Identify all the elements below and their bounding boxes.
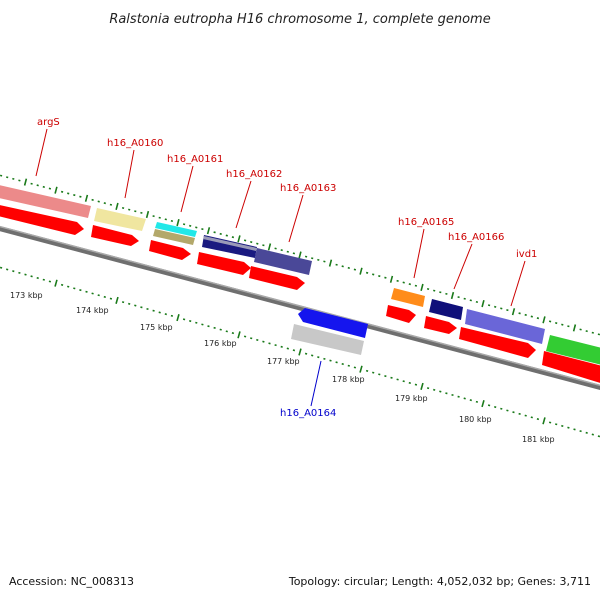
cds-arrow-h16-A0160 [91, 225, 139, 246]
gene-label-h16-A0160: h16_A0160 [107, 138, 163, 149]
gene-box-h16-A0164-shadow [291, 324, 364, 355]
ruler-tick-track [0, 266, 600, 438]
outer-track-major-tick [420, 283, 424, 291]
leader-h16-A0165 [413, 228, 425, 279]
gene-label-h16-A0163: h16_A0163 [280, 183, 336, 194]
ruler-major-tick [176, 314, 180, 322]
cds-arrow-h16-A0163 [249, 266, 305, 290]
gene-box-h16-A0161 [155, 222, 197, 237]
sequence-backbone [0, 225, 600, 390]
ruler-major-tick [237, 331, 241, 339]
gene-box-h16-A0165 [391, 288, 425, 307]
gene-label-h16-A0162: h16_A0162 [226, 169, 282, 180]
gene-box-h16-A0166 [429, 299, 463, 320]
ruler-label-177: 177 kbp [267, 357, 300, 366]
ruler-major-tick [115, 296, 119, 304]
outer-track-major-tick [389, 275, 394, 283]
outer-track-major-tick [145, 210, 150, 219]
gene-label-argS: argS [37, 117, 60, 128]
leader-h16-A0166 [453, 243, 473, 290]
ruler-major-tick [298, 348, 302, 356]
ruler-major-tick [54, 279, 58, 287]
outer-track-major-tick [267, 243, 272, 251]
cds-arrow-next [542, 351, 600, 383]
cds-arrow-argS [0, 205, 84, 235]
gene-box-argS [0, 185, 91, 218]
outer-track-major-tick [572, 324, 577, 332]
gene-label-h16-A0165: h16_A0165 [398, 217, 454, 228]
ruler-label-175: 175 kbp [140, 323, 173, 332]
outer-track-major-tick [542, 316, 546, 324]
leader-h16-A0161 [180, 165, 194, 213]
outer-track-major-tick [450, 291, 455, 300]
cds-arrow-h16-A0166 [424, 316, 457, 334]
ruler-label-174: 174 kbp [76, 306, 109, 315]
outer-track-major-tick [511, 308, 516, 316]
gene-box-h16-A0163 [254, 248, 312, 275]
leader-h16-A0164 [310, 360, 322, 407]
outer-tick-track [0, 174, 600, 336]
outer-track-major-tick [359, 267, 363, 275]
leader-h16-A0160 [124, 149, 135, 199]
ruler-label-181: 181 kbp [522, 435, 555, 444]
label-leaders [35, 128, 526, 407]
gene-box-h16-A0162-stripe [203, 236, 257, 251]
cds-track-forward [0, 205, 600, 383]
gene-arrow-h16-A0164 [298, 308, 368, 338]
ruler-labels: 173 kbp 174 kbp 175 kbp 176 kbp 177 kbp … [10, 291, 555, 444]
leader-ivd1 [510, 260, 526, 307]
outer-track-major-tick [23, 178, 28, 186]
gene-label-ivd1: ivd1 [516, 249, 537, 260]
outer-track-major-tick [206, 227, 211, 235]
ruler-major-tick [542, 417, 546, 425]
ruler-label-179: 179 kbp [395, 394, 428, 403]
gene-box-h16-A0160 [94, 208, 146, 231]
ruler-label-176: 176 kbp [204, 339, 237, 348]
cds-arrow-ivd1 [459, 327, 536, 358]
gene-label-h16-A0164: h16_A0164 [280, 408, 336, 419]
outer-track-major-tick [54, 186, 58, 194]
ruler-label-178: 178 kbp [332, 375, 365, 384]
gene-track-reverse [291, 308, 368, 355]
gene-label-h16-A0161: h16_A0161 [167, 154, 223, 165]
outer-track-major-tick [298, 251, 302, 259]
gene-label-h16-A0166: h16_A0166 [448, 232, 504, 243]
topology-summary: Topology: circular; Length: 4,052,032 bp… [288, 575, 591, 588]
gene-box-next [546, 335, 600, 365]
outer-track-major-tick [237, 235, 241, 243]
cds-arrow-h16-A0161 [149, 240, 191, 260]
gene-box-ivd1 [465, 309, 545, 344]
leader-argS [35, 128, 48, 177]
ruler-major-tick [481, 400, 485, 408]
gene-track-forward [0, 185, 600, 365]
ruler-label-173: 173 kbp [10, 291, 43, 300]
ruler-major-tick [359, 365, 363, 373]
outer-track-major-tick [84, 194, 89, 202]
ruler-major-tick [420, 382, 424, 390]
ruler-label-180: 180 kbp [459, 415, 492, 424]
gene-box-h16-A0161-b [153, 229, 195, 245]
leader-h16-A0163 [288, 194, 304, 243]
outer-track-major-tick [328, 259, 333, 267]
leader-h16-A0162 [235, 180, 252, 229]
page-title: Ralstonia eutropha H16 chromosome 1, com… [109, 12, 490, 27]
outer-track-major-tick [481, 300, 485, 308]
gene-labels: argS h16_A0160 h16_A0161 h16_A0162 h16_A… [37, 117, 537, 419]
cds-arrow-h16-A0165 [386, 305, 416, 323]
outer-track-major-tick [176, 219, 180, 227]
cds-arrow-h16-A0162 [197, 252, 251, 275]
outer-track-major-tick [115, 202, 119, 210]
accession-text: Accession: NC_008313 [9, 575, 134, 588]
